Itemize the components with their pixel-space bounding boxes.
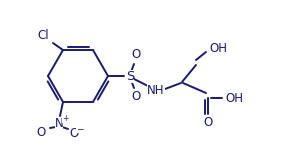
Text: NH: NH — [147, 83, 165, 97]
Text: O: O — [132, 90, 141, 103]
Text: +: + — [62, 115, 68, 124]
Text: OH: OH — [225, 92, 243, 105]
Text: OH: OH — [209, 41, 227, 54]
Text: −: − — [76, 124, 84, 134]
Text: O: O — [132, 49, 141, 61]
Text: O: O — [36, 127, 46, 139]
Text: S: S — [126, 70, 134, 83]
Text: O: O — [203, 117, 213, 129]
Text: Cl: Cl — [37, 29, 49, 41]
Text: N: N — [55, 117, 63, 130]
Text: O: O — [69, 127, 79, 141]
